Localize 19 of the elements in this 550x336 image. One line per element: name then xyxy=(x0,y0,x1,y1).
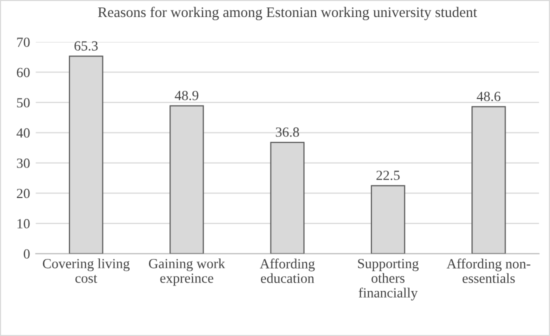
y-tick-label: 0 xyxy=(24,249,30,259)
data-label: 48.6 xyxy=(476,92,500,102)
y-tick-label: 60 xyxy=(16,68,30,78)
y-tick-label: 10 xyxy=(18,219,30,228)
y-tick-label: 70 xyxy=(17,38,30,47)
x-tick-label: Affording non- essentials xyxy=(446,258,530,284)
x-tick-label: Affording education xyxy=(260,258,315,284)
y-tick-label: 30 xyxy=(16,158,30,168)
data-label: 36.8 xyxy=(276,127,299,137)
y-tick-label: 50 xyxy=(17,98,30,108)
data-label: 22.5 xyxy=(376,170,400,180)
x-tick-label: Covering living cost xyxy=(42,258,130,283)
chart-title: Reasons for working among Estonian working university student xyxy=(98,6,478,20)
x-tick-label: Supporting others financially xyxy=(358,258,419,300)
x-tick-label: Gaining work expreince xyxy=(148,258,226,286)
data-label: 48.9 xyxy=(174,90,198,100)
y-tick-label: 20 xyxy=(16,188,30,198)
y-tick-label: 40 xyxy=(16,128,30,138)
data-label: 65.3 xyxy=(74,41,98,51)
